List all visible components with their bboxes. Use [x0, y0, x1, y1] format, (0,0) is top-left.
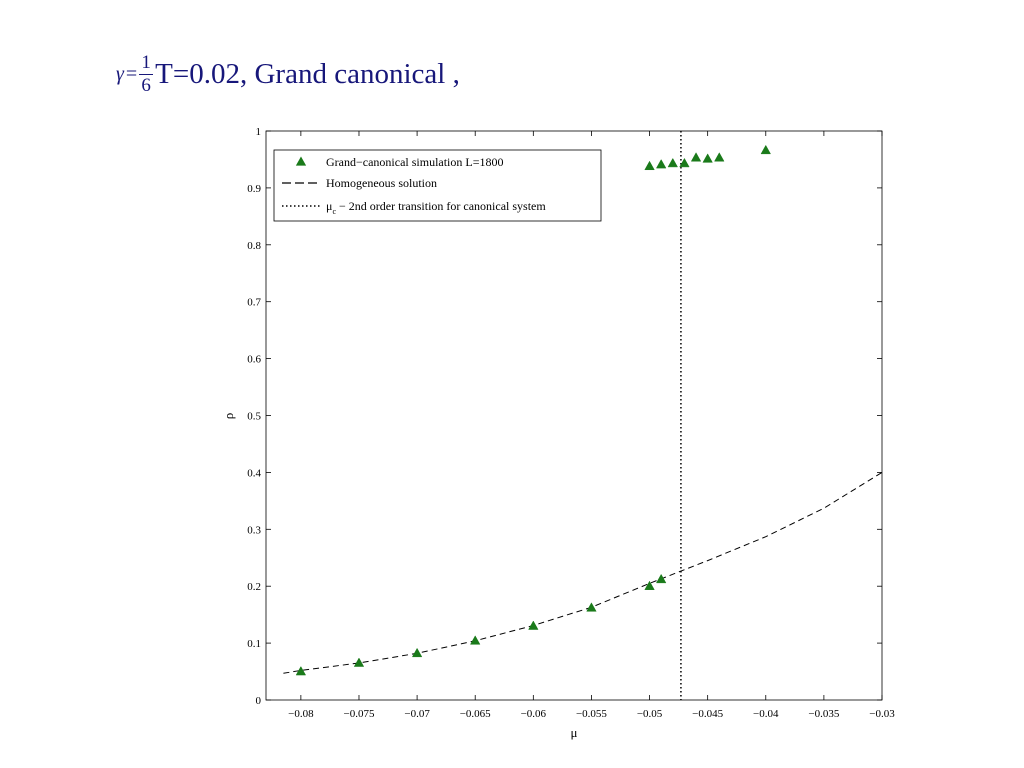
simulation-point — [714, 152, 725, 162]
x-axis-label: μ — [571, 725, 578, 740]
x-tick-label: −0.07 — [404, 708, 430, 720]
legend-label-simulation: Grand−canonical simulation L=1800 — [326, 155, 504, 169]
title-gamma: γ — [116, 62, 124, 85]
title-fraction: 1 6 — [139, 51, 154, 97]
legend: Grand−canonical simulation L=1800 Homogen… — [273, 149, 602, 222]
simulation-point — [644, 160, 655, 171]
y-tick-label: 0.3 — [247, 524, 261, 536]
title-numerator: 1 — [141, 51, 151, 73]
y-tick-label: 1 — [256, 126, 262, 138]
simulation-point — [644, 580, 655, 590]
simulation-point — [295, 666, 307, 676]
x-tick-label: −0.075 — [343, 708, 374, 720]
simulation-point — [667, 157, 678, 168]
simulation-point — [411, 647, 423, 658]
x-tick-label: −0.06 — [521, 708, 547, 720]
x-tick-label: −0.04 — [753, 708, 779, 720]
y-axis: 0 0.1 0.2 0.3 0.4 0.5 0.6 0.7 0.8 0.9 1 — [247, 126, 882, 707]
legend-box — [273, 149, 602, 222]
x-tick-label: −0.05 — [637, 708, 663, 720]
simulation-point — [760, 144, 771, 155]
legend-marker-simulation — [295, 156, 307, 166]
y-tick-label: 0.7 — [247, 297, 261, 309]
y-tick-label: 0.1 — [247, 638, 261, 650]
x-tick-label: −0.065 — [460, 708, 491, 720]
homogeneous-solution-curve — [283, 471, 883, 674]
title-equals: = — [125, 62, 138, 85]
simulation-point — [702, 153, 713, 163]
x-tick-label: −0.055 — [576, 708, 607, 720]
x-tick-label: −0.045 — [692, 708, 723, 720]
title-denominator: 6 — [141, 74, 151, 96]
y-tick-label: 0.8 — [247, 240, 261, 252]
y-tick-label: 0.9 — [247, 183, 261, 195]
x-tick-label: −0.035 — [808, 708, 839, 720]
y-tick-label: 0.4 — [247, 467, 261, 479]
title-text: T=0.02, Grand canonical , — [155, 57, 460, 90]
simulation-point — [586, 602, 597, 612]
legend-label-critical: μc − 2nd order transition for canonical … — [326, 199, 546, 216]
y-tick-label: 0.2 — [247, 581, 261, 593]
series-layer — [283, 131, 883, 700]
legend-label-homogeneous: Homogeneous solution — [326, 176, 437, 190]
x-tick-label: −0.03 — [869, 708, 895, 720]
slide-title: γ = 1 6 T=0.02, Grand canonical , — [116, 44, 460, 104]
y-tick-label: 0 — [256, 695, 262, 707]
fraction-bar — [139, 73, 154, 75]
x-tick-label: −0.08 — [288, 708, 314, 720]
simulation-point — [690, 152, 702, 162]
simulation-point — [655, 159, 667, 169]
simulation-point — [679, 157, 690, 168]
simulation-point — [470, 635, 481, 645]
y-tick-label: 0.5 — [247, 411, 261, 423]
y-tick-label: 0.6 — [247, 354, 261, 366]
x-axis: −0.08 −0.075 −0.07 −0.065 −0.06 −0.055 −0.05 −0… — [288, 131, 895, 720]
simulation-point — [655, 573, 667, 584]
simulation-point — [528, 620, 539, 630]
plot-frame — [265, 130, 883, 701]
simulation-point — [353, 657, 365, 667]
y-axis-label: ρ — [221, 413, 236, 420]
